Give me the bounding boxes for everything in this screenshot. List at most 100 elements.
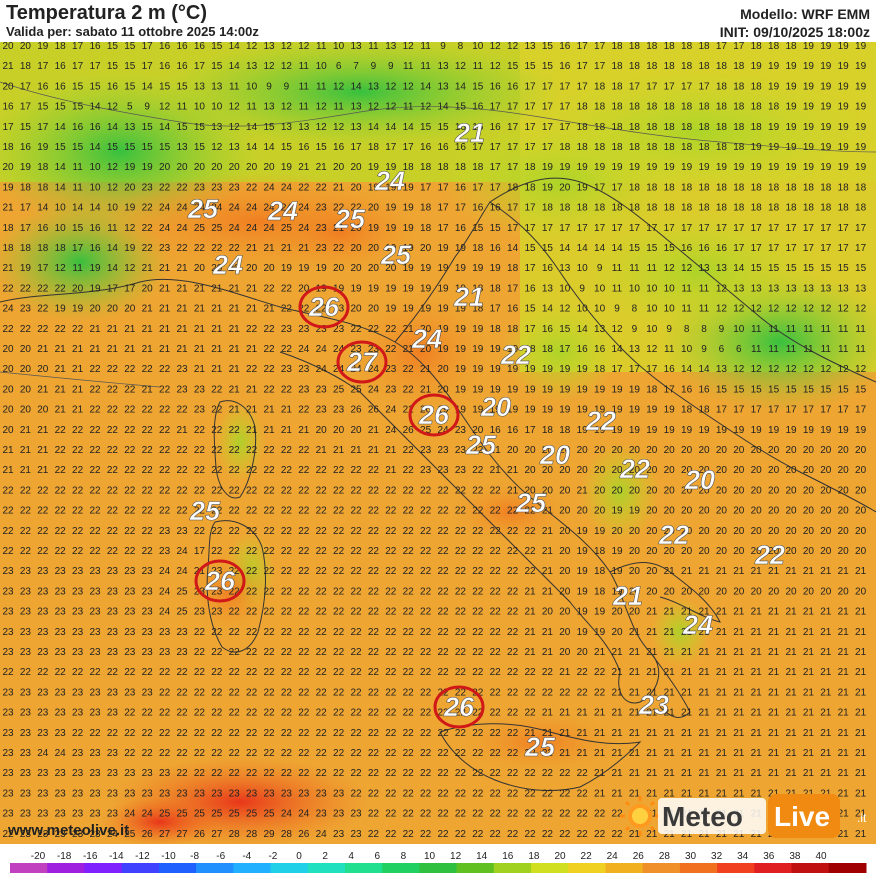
grid-value: 22 — [472, 728, 484, 739]
grid-value: 18 — [646, 42, 658, 52]
grid-value: 23 — [55, 728, 67, 739]
grid-value: 21 — [664, 708, 676, 719]
grid-value: 22 — [229, 546, 241, 557]
grid-value: 22 — [403, 586, 415, 597]
grid-value: 11 — [229, 81, 240, 92]
grid-value: 18 — [768, 42, 780, 52]
grid-value: 19 — [542, 384, 554, 395]
grid-value: 22 — [159, 465, 171, 476]
scale-swatch — [307, 863, 346, 873]
grid-value: 22 — [55, 667, 67, 678]
grid-value: 19 — [490, 384, 502, 395]
scale-tick: 36 — [763, 851, 775, 862]
grid-value: 6 — [336, 61, 342, 72]
grid-value: 21 — [246, 283, 258, 294]
grid-value: 15 — [211, 42, 223, 52]
meteolive-logo[interactable]: Meteo Live — [618, 792, 844, 840]
grid-value: 21 — [768, 728, 780, 739]
grid-value: 19 — [611, 506, 623, 517]
grid-value: 19 — [385, 223, 397, 234]
grid-value: 18 — [664, 61, 676, 72]
highlight-value: 22 — [658, 520, 689, 550]
grid-value: 25 — [211, 809, 223, 820]
grid-value: 23 — [142, 687, 154, 698]
grid-value: 20 — [559, 445, 571, 456]
grid-value: 19 — [455, 324, 467, 335]
grid-value: 21 — [820, 748, 832, 759]
grid-value: 14 — [420, 81, 432, 92]
grid-value: 22 — [316, 546, 328, 557]
grid-value: 22 — [350, 506, 362, 517]
grid-value: 24 — [159, 586, 171, 597]
grid-value: 11 — [420, 42, 431, 52]
grid-value: 11 — [821, 324, 832, 335]
grid-value: 21 — [263, 243, 275, 254]
grid-value: 21 — [524, 607, 536, 618]
grid-value: 19 — [855, 102, 867, 113]
grid-value: 19 — [124, 162, 136, 173]
grid-value: 19 — [403, 182, 415, 193]
grid-value: 20 — [20, 405, 32, 416]
grid-value: 14 — [559, 243, 571, 254]
grid-value: 15 — [107, 142, 119, 153]
grid-value: 21 — [20, 465, 32, 476]
grid-value: 22 — [350, 708, 362, 719]
grid-value: 20 — [646, 526, 658, 537]
grid-value: 22 — [263, 485, 275, 496]
grid-value: 16 — [577, 344, 589, 355]
grid-value: 14 — [542, 304, 554, 315]
grid-value: 14 — [55, 182, 67, 193]
grid-value: 19 — [420, 304, 432, 315]
grid-value: 19 — [803, 61, 815, 72]
grid-value: 21 — [577, 748, 589, 759]
grid-value: 23 — [176, 627, 188, 638]
highlight-ring — [408, 393, 460, 437]
grid-value: 18 — [472, 304, 484, 315]
grid-value: 21 — [507, 485, 519, 496]
grid-value: 11 — [333, 102, 344, 113]
website-url[interactable]: www.meteolive.it — [8, 822, 130, 839]
grid-value: 17 — [716, 405, 728, 416]
grid-value: 22 — [385, 526, 397, 537]
grid-value: 22 — [490, 546, 502, 557]
grid-value: 9 — [579, 283, 585, 294]
grid-value: 20 — [559, 647, 571, 658]
grid-value: 21 — [768, 748, 780, 759]
grid-value: 20 — [838, 465, 850, 476]
scale-tick: 6 — [375, 851, 381, 862]
grid-value: 22 — [107, 445, 119, 456]
grid-value: 21 — [855, 768, 867, 779]
grid-value: 17 — [577, 223, 589, 234]
grid-value: 11 — [855, 344, 866, 355]
grid-value: 11 — [177, 102, 188, 113]
grid-value: 20 — [507, 445, 519, 456]
grid-value: 19 — [611, 546, 623, 557]
grid-value: 18 — [594, 364, 606, 375]
grid-value: 18 — [524, 344, 536, 355]
grid-value: 21 — [751, 607, 763, 618]
grid-value: 24 — [159, 607, 171, 618]
grid-value: 22 — [472, 809, 484, 820]
grid-value: 19 — [403, 203, 415, 214]
grid-value: 22 — [316, 768, 328, 779]
grid-value: 22 — [298, 485, 310, 496]
grid-value: 12 — [403, 81, 415, 92]
grid-value: 17 — [403, 142, 415, 153]
grid-value: 19 — [385, 182, 397, 193]
grid-value: 19 — [490, 344, 502, 355]
grid-value: 11 — [681, 283, 692, 294]
grid-value: 22 — [350, 485, 362, 496]
grid-value: 19 — [559, 405, 571, 416]
grid-value: 19 — [490, 364, 502, 375]
grid-value: 23 — [107, 627, 119, 638]
grid-value: 23 — [124, 566, 136, 577]
grid-value: 22 — [524, 748, 536, 759]
grid-value: 22 — [437, 506, 449, 517]
grid-value: 18 — [577, 203, 589, 214]
grid-value: 15 — [559, 324, 571, 335]
grid-value: 23 — [316, 809, 328, 820]
grid-value: 19 — [403, 243, 415, 254]
grid-value: 18 — [420, 223, 432, 234]
grid-value: 19 — [368, 162, 380, 173]
grid-value: 12 — [803, 304, 815, 315]
